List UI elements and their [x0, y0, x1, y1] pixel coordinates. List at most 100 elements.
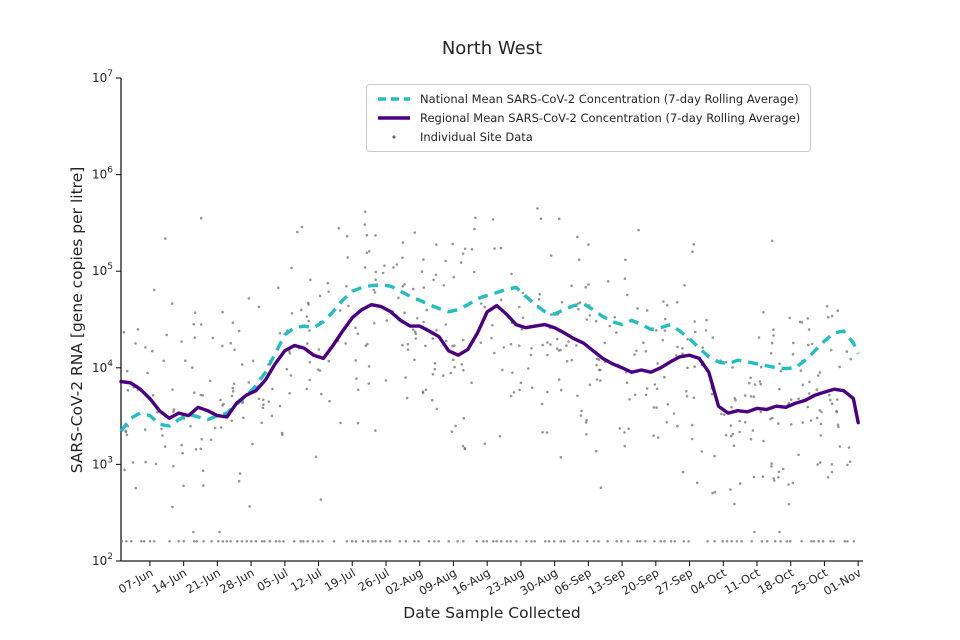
site-data-point	[663, 329, 667, 332]
y-tick-label: 105	[92, 262, 113, 278]
site-data-point	[483, 305, 487, 309]
site-data-point	[625, 381, 629, 385]
site-data-point	[546, 341, 549, 344]
site-data-point	[676, 300, 679, 304]
site-data-point	[451, 242, 455, 246]
site-data-point	[385, 319, 389, 322]
site-data-point	[676, 424, 679, 428]
site-data-point	[404, 376, 407, 379]
site-data-point	[642, 341, 645, 345]
x-tick-label: 02-Aug	[383, 565, 426, 598]
site-data-point	[787, 401, 791, 405]
site-data-point	[433, 361, 437, 365]
site-data-point	[124, 429, 127, 433]
site-data-point	[177, 540, 180, 543]
site-data-point	[753, 530, 756, 534]
site-data-point	[518, 344, 521, 348]
site-data-point	[579, 414, 583, 417]
site-data-point	[778, 530, 781, 534]
site-data-point	[592, 540, 596, 543]
site-data-point	[683, 284, 686, 287]
site-data-point	[806, 317, 809, 320]
site-data-point	[306, 540, 310, 543]
site-data-point	[151, 349, 154, 353]
site-data-point	[462, 416, 466, 420]
x-tick-label: 06-Sep	[552, 565, 594, 597]
site-data-point	[461, 444, 465, 448]
site-data-point	[633, 393, 637, 397]
site-data-point	[729, 424, 733, 427]
site-data-point	[539, 217, 543, 220]
site-data-point	[541, 431, 544, 434]
site-data-point	[492, 540, 495, 543]
site-data-point	[594, 319, 598, 323]
site-data-point	[416, 317, 419, 320]
site-data-point	[424, 344, 427, 348]
site-data-point	[669, 540, 673, 543]
site-data-point	[655, 387, 659, 391]
site-data-point	[120, 540, 124, 543]
site-data-point	[809, 419, 813, 422]
site-data-point	[230, 419, 233, 423]
site-data-point	[290, 266, 293, 270]
site-data-point	[787, 483, 790, 486]
site-data-point	[829, 398, 832, 402]
site-data-point	[836, 309, 839, 313]
site-data-point	[308, 378, 312, 382]
regional-mean-line	[119, 303, 860, 425]
site-data-point	[231, 321, 235, 325]
legend: National Mean SARS-CoV-2 Concentration (…	[366, 84, 812, 152]
site-data-point	[549, 343, 552, 346]
site-data-point	[182, 484, 185, 488]
site-data-point	[153, 288, 156, 292]
site-data-point	[838, 445, 842, 448]
site-data-point	[637, 228, 640, 232]
site-data-point	[231, 386, 235, 390]
site-data-point	[545, 431, 549, 434]
site-data-point	[725, 540, 729, 543]
site-data-point	[364, 344, 368, 348]
site-data-point	[597, 540, 600, 543]
national-line-swatch	[378, 97, 410, 101]
site-data-point	[633, 353, 636, 356]
site-data-point	[499, 298, 503, 302]
site-data-point	[525, 540, 528, 543]
site-data-point	[160, 427, 163, 431]
site-data-point	[812, 540, 816, 543]
site-data-point	[475, 540, 479, 543]
site-data-point	[772, 334, 775, 337]
site-data-point	[152, 540, 156, 543]
site-data-point	[752, 395, 756, 399]
site-data-point	[807, 343, 810, 347]
site-data-point	[662, 300, 665, 303]
y-tick-label: 102	[92, 552, 113, 568]
site-data-point	[555, 337, 559, 341]
x-tick-label: 07-Jun	[116, 565, 155, 596]
site-data-point	[192, 540, 196, 543]
site-data-point	[372, 288, 376, 292]
site-data-point	[720, 412, 723, 416]
site-data-point	[557, 378, 561, 381]
site-data-point	[511, 371, 514, 375]
site-data-point	[318, 294, 322, 298]
site-data-point	[830, 314, 834, 318]
site-data-point	[221, 540, 225, 543]
site-data-point	[785, 540, 789, 543]
site-data-point	[713, 490, 717, 494]
site-data-point	[818, 371, 822, 374]
site-data-point	[285, 367, 289, 371]
site-data-point	[774, 540, 777, 543]
site-data-point	[374, 234, 377, 237]
site-data-point	[491, 218, 495, 221]
site-data-point	[181, 451, 184, 455]
site-data-point	[392, 266, 395, 269]
legend-item-site-data: Individual Site Data	[376, 130, 800, 144]
site-data-point	[644, 393, 648, 397]
site-data-point	[261, 398, 265, 402]
site-data-point	[189, 424, 192, 428]
site-data-point	[278, 404, 282, 408]
site-data-point	[356, 332, 360, 336]
site-data-point	[852, 540, 856, 543]
x-tick-label: 01-Nov	[821, 565, 864, 598]
site-data-point	[547, 540, 551, 543]
